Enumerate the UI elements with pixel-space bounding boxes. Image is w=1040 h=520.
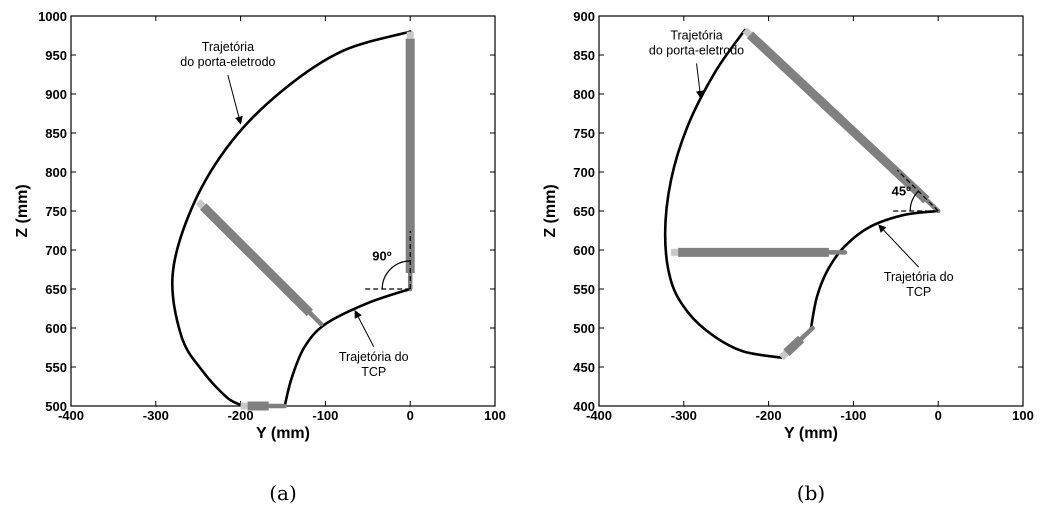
annotation-arrow (227, 74, 243, 125)
y-tick-label: 850 (573, 48, 595, 63)
x-tick-label: 100 (484, 408, 506, 423)
y-tick-label: 550 (45, 360, 67, 375)
y-tick-label: 700 (573, 165, 595, 180)
annotation-text-line: TCP (361, 365, 386, 379)
y-tick-label: 650 (45, 282, 67, 297)
annotation-text-line: do porta-eletrodo (180, 55, 275, 69)
annotation-text-line: Trajetória (202, 40, 254, 54)
tool-tip (778, 350, 789, 361)
chart-panel-a: -400 -300 -200 -100 0 100 500 550 600 650 700 750 80… (14, 9, 506, 505)
annotation-arrow (354, 309, 375, 347)
x-tick-label: 0 (407, 408, 414, 423)
y-tick-label: 650 (573, 204, 595, 219)
electrode-holder-trajectory-line (171, 30, 412, 408)
tcp-trajectory-line (283, 287, 412, 408)
electrode-tool (778, 325, 815, 361)
tool-taper (307, 310, 324, 327)
x-axis-title: Y (mm) (784, 425, 838, 442)
x-tick-label: 100 (1012, 408, 1034, 423)
y-tick-label: 850 (45, 126, 67, 141)
angle-label: 45º (892, 184, 911, 199)
x-axis-title: Y (mm) (256, 425, 310, 442)
y-tick-label: 550 (573, 282, 595, 297)
panel-caption: (b) (797, 481, 825, 505)
y-tick-label: 600 (573, 243, 595, 258)
tool-taper (798, 325, 815, 342)
tool-body (199, 203, 313, 316)
x-tick-label: -400 (586, 408, 612, 423)
y-tick-label: 500 (45, 399, 67, 414)
x-tick-label: -300 (143, 408, 169, 423)
x-tick-label: -400 (58, 408, 84, 423)
y-tick-label: 800 (45, 165, 67, 180)
x-tick-label: -300 (671, 408, 697, 423)
y-tick-label: 800 (573, 87, 595, 102)
annotation-text-line: Trajetória (670, 28, 722, 42)
annotation-text-line: Trajetória do (884, 270, 954, 284)
annotation-text-line: do porta-eletrodo (649, 43, 744, 57)
y-axis-title: Z (mm) (14, 184, 31, 237)
annotation-arrow (695, 63, 704, 99)
y-tick-label: 400 (573, 399, 595, 414)
angle-arc (381, 260, 411, 290)
y-tick-label: 900 (573, 9, 595, 24)
x-tick-label: -100 (840, 408, 866, 423)
y-tick-label: 500 (573, 321, 595, 336)
y-tick-label: 700 (45, 243, 67, 258)
panel-caption: (a) (269, 481, 297, 505)
chart-panel-b: -400 -300 -200 -100 0 100 400 450 500 550 600 650 70… (542, 9, 1034, 505)
x-tick-label: 0 (935, 408, 942, 423)
angle-label: 90º (372, 249, 391, 264)
electrode-tool (195, 199, 324, 327)
y-tick-label: 750 (573, 126, 595, 141)
y-tick-label: 600 (45, 321, 67, 336)
annotation-text-line: TCP (906, 285, 931, 299)
tool-tip (742, 27, 753, 38)
tcp-trajectory-line (809, 209, 940, 330)
y-tick-label: 950 (45, 48, 67, 63)
y-tick-label: 750 (45, 204, 67, 219)
x-tick-label: -200 (756, 408, 782, 423)
y-axis-title: Z (mm) (542, 184, 559, 237)
y-tick-label: 450 (573, 360, 595, 375)
annotation-text-line: Trajetória do (339, 350, 409, 364)
tool-tip (195, 199, 206, 210)
x-tick-label: -200 (228, 408, 254, 423)
plot-frame (70, 15, 496, 407)
angle-arc (909, 190, 919, 212)
y-tick-label: 1000 (38, 9, 67, 24)
tool-body (783, 335, 805, 357)
x-tick-label: -100 (312, 408, 338, 423)
annotation-arrow (878, 224, 920, 268)
tool-body (746, 31, 930, 204)
y-tick-label: 900 (45, 87, 67, 102)
angle-tool-line (896, 169, 939, 212)
plot-frame (598, 15, 1024, 407)
